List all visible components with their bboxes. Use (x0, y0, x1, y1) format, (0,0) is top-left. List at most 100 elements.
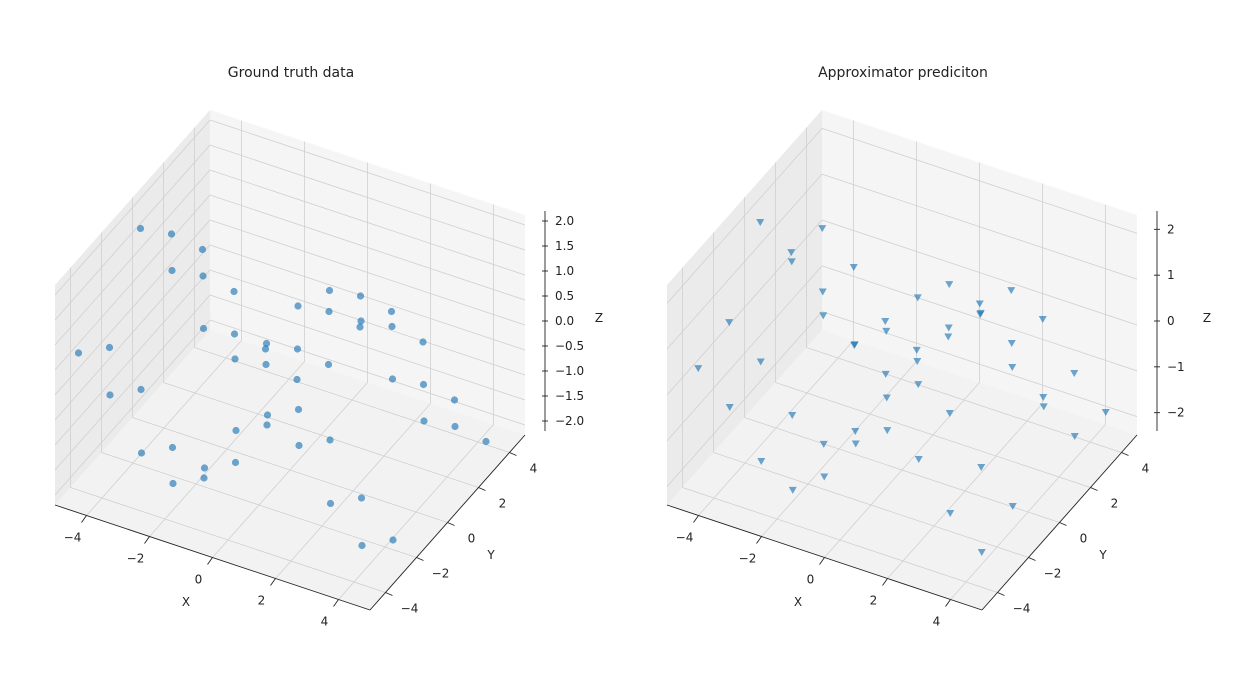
z-tick-label: 0 (1167, 314, 1175, 328)
y-tick-label: 4 (1142, 462, 1150, 476)
data-point (1038, 316, 1047, 323)
data-point (294, 405, 303, 414)
z-tick-label: 2 (1167, 222, 1175, 236)
x-tick (819, 557, 825, 565)
grid-line (54, 244, 211, 421)
x-tick-label: 4 (933, 615, 941, 629)
grid-line (209, 219, 526, 326)
data-point (263, 421, 271, 429)
y-tick (385, 592, 393, 596)
data-point (358, 541, 366, 550)
z-axis-label: Z (595, 311, 603, 325)
data-point (105, 343, 114, 352)
data-point (1007, 340, 1016, 347)
data-point (944, 324, 953, 332)
grid-line (209, 244, 526, 351)
data-point (293, 375, 301, 384)
data-point (850, 341, 859, 349)
data-point (482, 437, 490, 446)
z-tick-label: −2 (1167, 406, 1185, 420)
y-tick (509, 452, 517, 456)
data-point (756, 219, 765, 226)
data-point (168, 443, 177, 452)
data-point (357, 317, 365, 325)
data-point (1039, 394, 1048, 402)
data-point (388, 322, 396, 331)
y-tick (478, 487, 486, 491)
y-tick (1121, 452, 1129, 456)
z-tick-label: 0.5 (555, 289, 574, 303)
data-point (389, 536, 397, 544)
data-point (976, 309, 985, 317)
data-point (945, 410, 954, 417)
data-point (851, 428, 860, 435)
data-point (295, 441, 303, 450)
data-point (387, 307, 396, 316)
data-point (451, 422, 459, 431)
data-point (419, 380, 428, 389)
grid-line (54, 119, 211, 296)
data-point (819, 440, 828, 448)
data-point (851, 440, 860, 448)
data-point (199, 272, 207, 280)
z-tick-label: 1 (1167, 268, 1175, 282)
data-point (882, 394, 891, 402)
data-point (230, 330, 239, 338)
grid-line (666, 265, 823, 442)
data-point (324, 360, 333, 369)
x-tick (882, 578, 888, 586)
x-tick-label: 2 (258, 594, 266, 608)
data-point (787, 249, 796, 257)
grid-line (54, 294, 211, 471)
grid-line (821, 173, 1138, 280)
data-point (788, 486, 797, 494)
x-tick-label: 0 (195, 573, 203, 587)
z-tick-label: −1.0 (555, 364, 584, 378)
grid-line (209, 144, 526, 251)
y-tick (1090, 487, 1098, 491)
grid-line (666, 219, 823, 396)
data-point (200, 464, 209, 472)
grid-line (666, 128, 823, 304)
grid-line (821, 311, 1138, 418)
data-point (168, 266, 176, 275)
data-point (944, 333, 953, 341)
data-point (262, 360, 270, 369)
grid-line (209, 194, 526, 301)
y-tick-label: 0 (468, 532, 476, 546)
grid-line (132, 417, 448, 523)
x-tick (207, 557, 213, 565)
data-point (912, 346, 921, 354)
z-tick-label: 1.5 (555, 239, 574, 253)
data-point (914, 456, 923, 463)
data-point (106, 391, 114, 399)
grid-line (54, 194, 211, 371)
data-point (294, 302, 302, 310)
data-point (1007, 287, 1016, 295)
data-point (818, 225, 827, 233)
grid-line (54, 144, 211, 321)
data-point (231, 355, 239, 363)
data-point (881, 370, 890, 378)
grid-line (70, 487, 386, 593)
y-axis-label: Y (1098, 548, 1107, 562)
z-tick-label: −0.5 (555, 339, 584, 353)
grid-line (209, 269, 526, 376)
y-tick-label: −2 (1044, 567, 1062, 581)
data-point (694, 365, 703, 373)
x-tick-label: −2 (739, 552, 757, 566)
data-point (200, 474, 208, 482)
x-tick (945, 599, 951, 607)
z-tick-label: 2.0 (555, 214, 574, 228)
grid-line (744, 417, 1060, 523)
y-tick-label: −4 (1013, 602, 1031, 616)
y-tick (447, 522, 455, 526)
grid-line (209, 319, 526, 426)
y-axis-label: Y (486, 548, 495, 562)
data-point (975, 300, 984, 308)
data-point (169, 479, 177, 488)
x-tick-label: −4 (64, 531, 82, 545)
grid-line (209, 169, 526, 276)
x-axis-label: X (794, 595, 802, 609)
